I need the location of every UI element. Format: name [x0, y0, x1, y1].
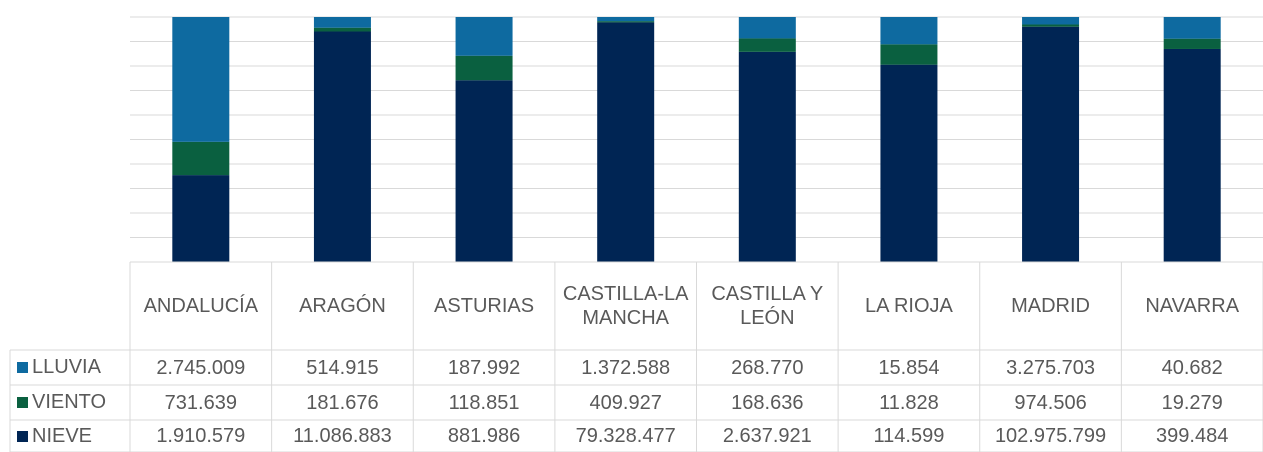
bar-segment: [738, 17, 796, 39]
table-value: 40.682: [1161, 356, 1223, 379]
bar-segment: [1022, 17, 1080, 25]
table-value: 19.279: [1161, 391, 1223, 414]
legend-label: VIENTO: [32, 391, 107, 413]
legend-swatch: [17, 397, 28, 408]
table-value: 2.745.009: [156, 356, 246, 379]
bar-segment: [738, 38, 796, 52]
bar-segment: [880, 44, 938, 65]
legend-swatch: [17, 362, 28, 373]
table-value: 168.636: [731, 391, 804, 414]
legend-entry: LLUVIA: [10, 350, 130, 385]
table-value: 102.975.799: [994, 425, 1107, 447]
legend-swatch: [17, 430, 28, 442]
legend-label: NIEVE: [32, 424, 93, 447]
table-value: 399.484: [1156, 425, 1229, 447]
table-value: 187.992: [447, 356, 521, 379]
category-label: ASTURIAS: [434, 295, 535, 317]
table-value: 114.599: [873, 425, 945, 447]
table-value: 79.328.477: [575, 425, 676, 447]
bar-segment: [597, 22, 655, 262]
category-label: NAVARRA: [1145, 295, 1240, 317]
table-value: 1.910.579: [156, 425, 246, 447]
table-value: 11.086.883: [293, 425, 392, 447]
bar-segment: [1163, 17, 1221, 39]
table-value: 118.851: [448, 391, 520, 414]
category-label: CASTILLA-LA MANCHA: [562, 283, 689, 329]
bar-segment: [313, 17, 371, 28]
bar-segment: [1022, 24, 1080, 27]
legend-entry: NIEVE: [10, 420, 130, 452]
bar-segment: [1022, 26, 1080, 263]
bar-segment: [597, 21, 655, 23]
table-value: 3.275.703: [1006, 356, 1096, 379]
bar-segment: [455, 80, 513, 263]
table-value: 514.915: [306, 356, 379, 379]
category-label: MADRID: [1011, 295, 1090, 317]
bar-segment: [455, 55, 513, 81]
table-value: 731.639: [164, 391, 237, 414]
table-value: 974.506: [1014, 391, 1087, 414]
table-value: 181.676: [306, 391, 379, 414]
bar-segment: [1163, 48, 1221, 262]
bar-segment: [313, 27, 371, 32]
bar-segment: [172, 175, 230, 262]
table-value: 11.828: [879, 391, 939, 414]
category-label: LA RIOJA: [865, 295, 953, 317]
category-label: ANDALUCÍA: [143, 295, 259, 317]
legend-entry: VIENTO: [10, 385, 130, 420]
table-value: 15.854: [878, 356, 940, 379]
table-value: 268.770: [731, 356, 804, 379]
category-label: ARAGÓN: [299, 295, 386, 317]
bar-segment: [880, 64, 938, 262]
bar-segment: [1163, 38, 1221, 49]
table-value: 2.637.921: [722, 425, 812, 447]
category-label: CASTILLA Y LEÓN: [711, 283, 824, 329]
bar-segment: [880, 17, 938, 45]
table-value: 409.927: [589, 391, 662, 414]
bar-segment: [738, 51, 796, 262]
bar-segment: [313, 31, 371, 263]
legend-label: LLUVIA: [32, 356, 101, 378]
table-value: 881.986: [447, 425, 521, 447]
bar-segment: [455, 17, 513, 56]
bar-segment: [597, 17, 655, 22]
bar-segment: [172, 17, 230, 142]
table-value: 1.372.588: [581, 356, 671, 379]
bar-segment: [172, 141, 230, 176]
